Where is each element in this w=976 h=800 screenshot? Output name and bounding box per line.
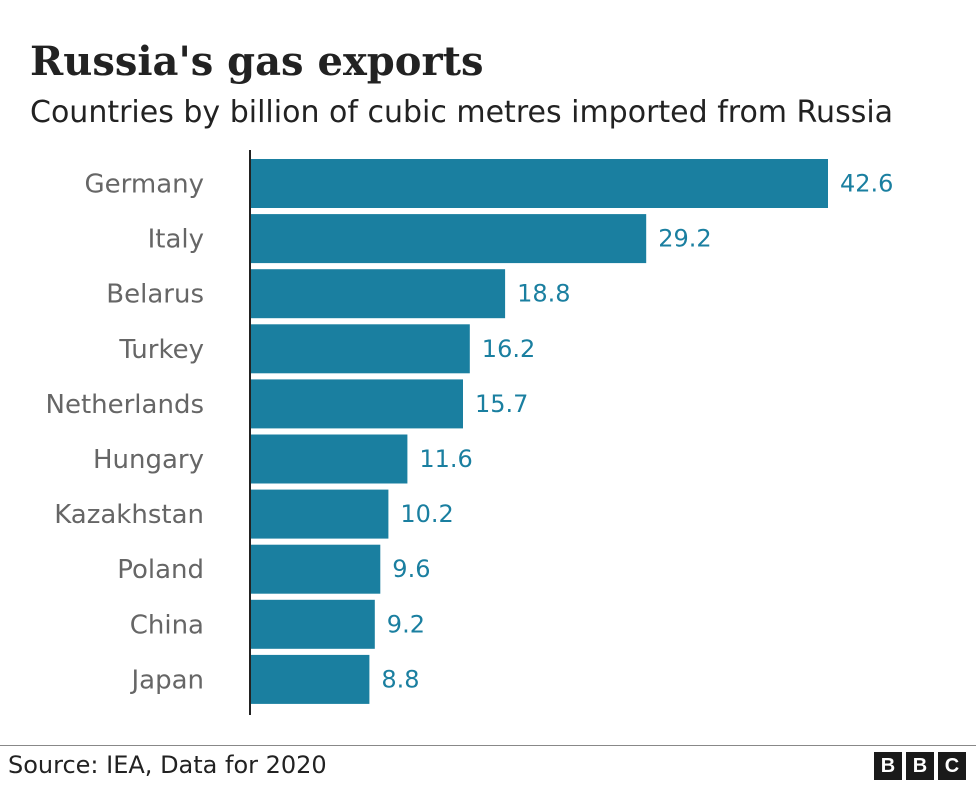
value-label: 29.2: [658, 225, 711, 253]
bar-kazakhstan: [250, 489, 389, 539]
value-label: 8.8: [381, 665, 419, 693]
chart-title: Russia's gas exports: [30, 38, 484, 85]
value-label: 18.8: [517, 280, 570, 308]
category-label: Germany: [84, 170, 204, 200]
value-label: 11.6: [419, 445, 472, 473]
bar-netherlands: [250, 379, 463, 429]
category-label: Turkey: [118, 335, 204, 365]
bar-germany: [250, 159, 828, 208]
value-label: 9.2: [387, 610, 425, 638]
bar-belarus: [250, 269, 506, 319]
bar-italy: [250, 214, 647, 264]
bbc-logo: B B C: [874, 752, 966, 780]
value-label: 42.6: [840, 170, 893, 198]
bar-turkey: [250, 324, 470, 374]
value-label: 16.2: [482, 335, 535, 363]
chart-subtitle: Countries by billion of cubic metres imp…: [30, 95, 894, 130]
category-label: Japan: [129, 665, 204, 695]
category-label: Kazakhstan: [54, 500, 204, 530]
bar-poland: [250, 544, 381, 594]
source-note: Source: IEA, Data for 2020: [8, 751, 327, 779]
bar-china: [250, 599, 375, 649]
category-label: China: [130, 610, 204, 640]
bar-hungary: [250, 434, 408, 484]
bbc-logo-letter: B: [874, 752, 902, 780]
bbc-logo-letter: B: [906, 752, 934, 780]
bbc-logo-letter: C: [938, 752, 966, 780]
category-label: Poland: [117, 555, 204, 585]
footer-divider: [0, 745, 976, 746]
category-label: Hungary: [93, 445, 204, 475]
value-label: 9.6: [392, 555, 430, 583]
category-label: Netherlands: [46, 390, 205, 420]
bar-japan: [250, 654, 370, 704]
category-label: Italy: [148, 225, 204, 255]
category-label: Belarus: [106, 280, 204, 310]
bar-chart: Germany 42.6 Italy 29.2 Belarus 18.8 Turkey 16.…: [46, 150, 893, 715]
value-label: 10.2: [400, 500, 453, 528]
value-label: 15.7: [475, 390, 528, 418]
